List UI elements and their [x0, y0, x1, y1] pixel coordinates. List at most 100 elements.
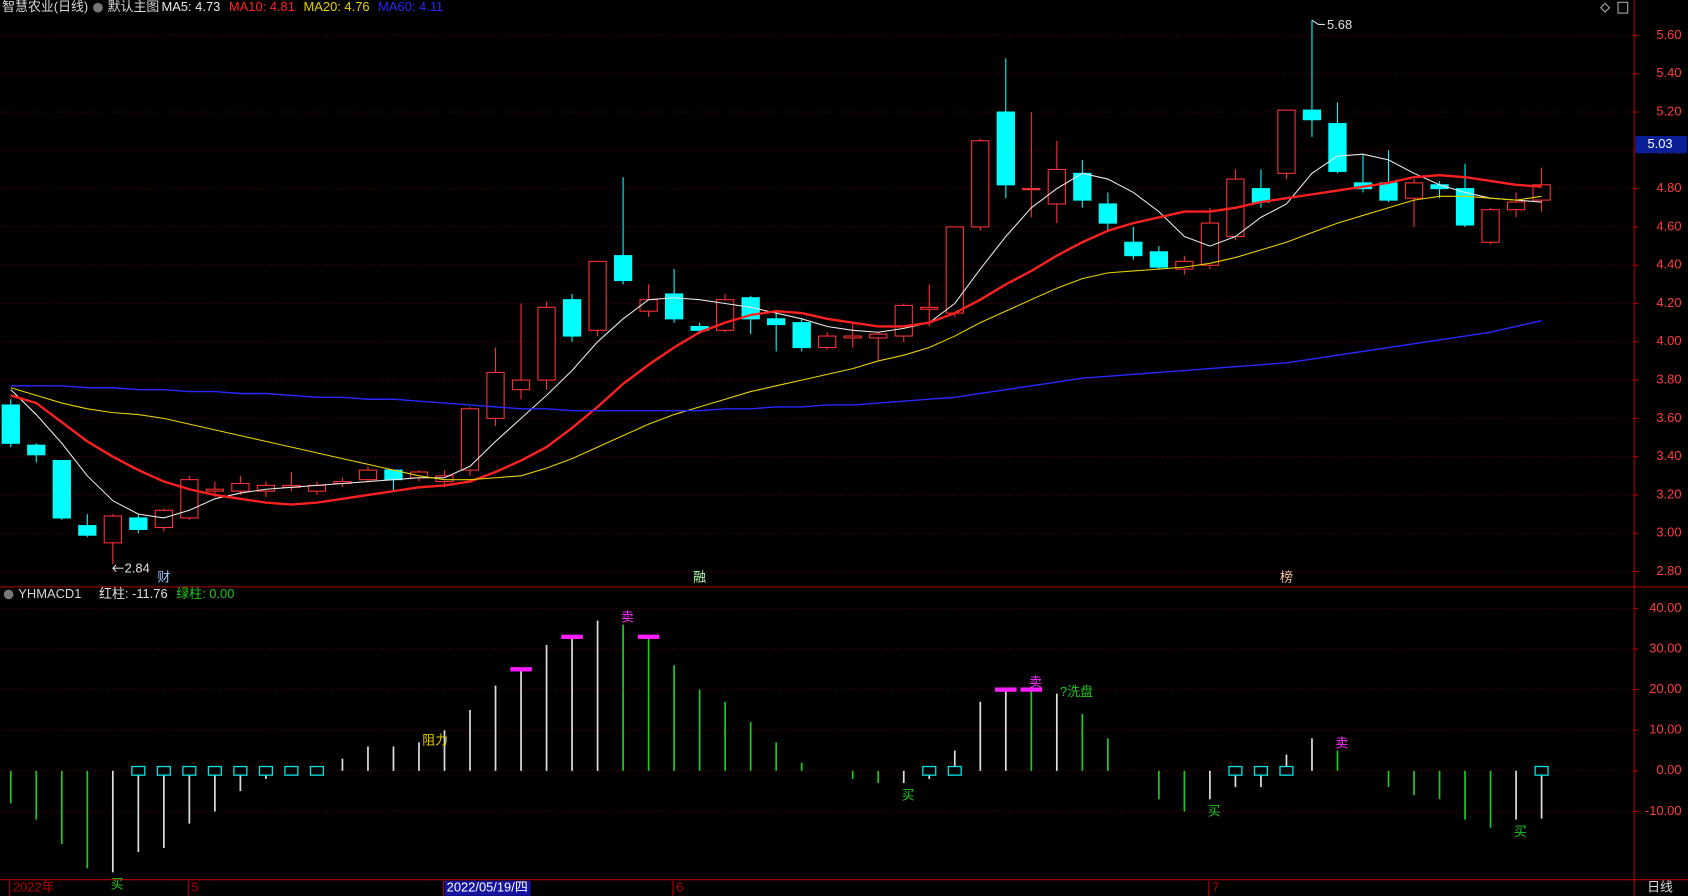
candle-body [1, 404, 20, 444]
annotation: 卖 [1335, 735, 1348, 750]
candle-body [205, 488, 225, 492]
candle-body [894, 304, 913, 337]
y-tick-label: 2.80 [1656, 563, 1681, 578]
event-marker: 融 [693, 570, 706, 585]
candle-body [78, 525, 97, 536]
legend-entry: MA10: 4.81 [229, 0, 295, 14]
chart-title: 智慧农业(日线) [2, 0, 88, 14]
y-tick-label: 5.40 [1656, 65, 1681, 80]
ma-line [10, 174, 1542, 506]
x-tick-label: 5 [192, 880, 199, 895]
candle-body [486, 371, 505, 419]
ma-line [10, 195, 1542, 481]
indicator-title[interactable]: YHMACD1 [18, 586, 81, 601]
candle-body [231, 482, 250, 492]
candle-body [1302, 109, 1322, 121]
zero-box [947, 765, 962, 776]
candle-body [1328, 122, 1347, 172]
annotation: 买 [1208, 804, 1221, 819]
y-tick-label: 3.40 [1656, 448, 1681, 463]
candle-body [664, 293, 684, 320]
candle-body [1149, 251, 1169, 268]
candle-body [537, 306, 556, 381]
candle-body [588, 260, 607, 331]
period-label: 日线 [1647, 880, 1673, 895]
candle-body [154, 509, 173, 529]
current-price-box [1635, 135, 1687, 154]
toolbar-icon[interactable] [1600, 2, 1611, 13]
zero-box [309, 765, 325, 776]
candle-body [613, 255, 633, 282]
chart-subtitle[interactable]: 默认主图 [108, 0, 160, 14]
y-tick-label: 4.20 [1656, 295, 1681, 310]
candle-body [639, 299, 658, 312]
x-tick-label: 7 [1212, 880, 1219, 895]
y-tick-label: 5.20 [1656, 103, 1681, 118]
sell-dash [995, 687, 1017, 692]
annotation: ?洗盘 [1060, 684, 1093, 699]
y-tick-label: 10.00 [1649, 722, 1681, 737]
candle-body [1047, 168, 1066, 205]
zero-box [1279, 765, 1294, 776]
candle-body [945, 226, 964, 314]
menu-icon[interactable] [93, 2, 103, 13]
candle-body [1506, 201, 1526, 211]
annotation: 买 [111, 877, 124, 892]
x-tick-label: 2022/05/19/四 [447, 880, 528, 895]
sell-dash [1020, 687, 1043, 692]
annotation: 卖 [621, 610, 634, 625]
y-tick-label: 4.40 [1656, 257, 1681, 272]
candle-body [920, 306, 939, 310]
y-tick-label: 0.00 [1656, 762, 1681, 777]
candle-body [358, 469, 378, 481]
candle-body [27, 444, 46, 456]
legend-entry: MA60: 4.11 [378, 0, 443, 14]
zero-box [233, 765, 248, 776]
y-tick-label: 3.20 [1656, 486, 1681, 501]
candle-body [843, 335, 862, 339]
y-tick-label: 4.00 [1656, 333, 1681, 348]
candle-body [767, 318, 786, 326]
legend-entry: 绿柱: 0.00 [176, 586, 234, 601]
candle-body [869, 333, 888, 339]
candle-body [1379, 182, 1398, 201]
sell-dash [561, 634, 583, 639]
zero-box [131, 765, 146, 776]
price-mark-arrow [112, 564, 117, 572]
event-marker: 榜 [1280, 570, 1293, 585]
y-tick-label: 3.60 [1656, 410, 1681, 425]
menu-icon[interactable] [3, 589, 14, 600]
sell-dash [637, 634, 660, 639]
x-tick-label: 2022年 [13, 880, 55, 895]
candle-body [460, 408, 480, 471]
zero-box [1253, 765, 1269, 776]
candle-body [792, 322, 811, 349]
y-tick-label: 40.00 [1649, 600, 1681, 615]
candle-body [511, 379, 531, 391]
y-tick-label: 3.00 [1656, 525, 1681, 540]
legend-entry: MA5: 4.73 [161, 0, 220, 14]
candle-body [103, 515, 122, 544]
candle-body [1124, 241, 1143, 257]
zero-box [1228, 765, 1243, 776]
annotation: 买 [1514, 824, 1527, 839]
y-tick-label: 5.60 [1656, 27, 1681, 42]
candle-body [818, 335, 837, 349]
annotation: 买 [902, 787, 915, 802]
price-mark: 2.84 [125, 561, 150, 576]
zero-box [258, 765, 274, 776]
annotation: 阻力 [422, 733, 448, 748]
price-mark-leader [1311, 19, 1325, 25]
toolbar-icon[interactable] [1617, 1, 1629, 14]
zero-box [182, 765, 197, 776]
candle-body [971, 140, 990, 228]
x-label-highlight [444, 880, 531, 896]
zero-box [156, 765, 171, 776]
legend-entry: MA20: 4.76 [304, 0, 370, 14]
candle-body [1175, 260, 1194, 270]
sell-dash [510, 667, 532, 672]
candle-body [1404, 182, 1424, 199]
zero-box [1534, 765, 1549, 776]
